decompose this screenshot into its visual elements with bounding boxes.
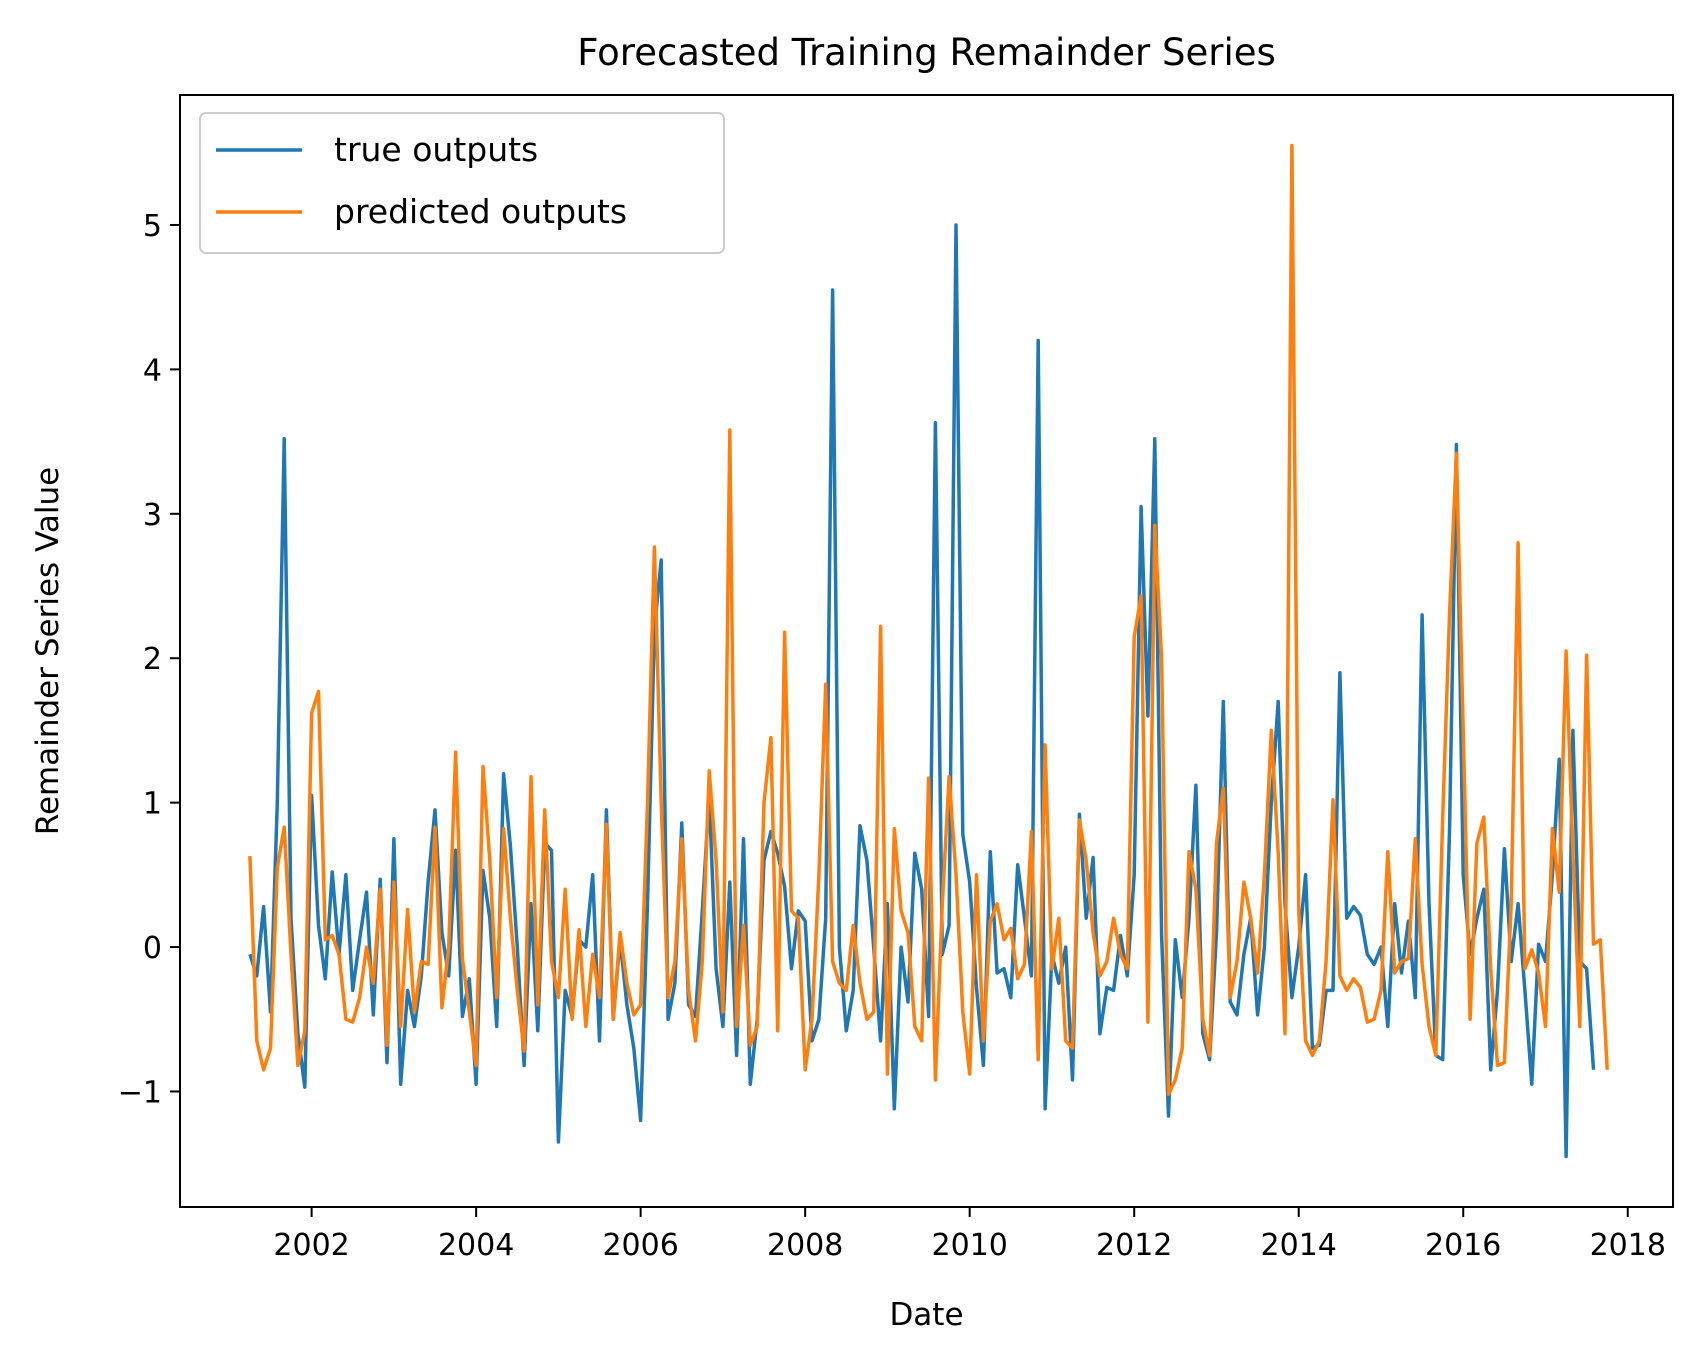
x-tick-label: 2002: [273, 1228, 349, 1263]
y-tick-label: 4: [143, 353, 162, 388]
series-line-predicted-outputs: [248, 143, 1609, 1097]
legend-box: [199, 112, 725, 254]
y-tick-label: 3: [143, 498, 162, 533]
legend-label-true-outputs: true outputs: [334, 130, 538, 169]
chart-title: Forecasted Training Remainder Series: [577, 31, 1276, 74]
y-tick-label: 5: [143, 209, 162, 244]
x-tick-label: 2006: [602, 1228, 678, 1263]
y-tick-label: 0: [143, 931, 162, 966]
x-tick-label: 2014: [1261, 1228, 1337, 1263]
legend-label-predicted-outputs: predicted outputs: [334, 192, 627, 231]
y-tick-label: 2: [143, 642, 162, 677]
series-layer: [248, 143, 1609, 1159]
legend: true outputs predicted outputs: [199, 112, 725, 254]
y-axis-ticks: −1 0 1 2 3 4 5: [118, 209, 180, 1110]
x-tick-label: 2012: [1096, 1228, 1172, 1263]
plot-area-frame: [179, 94, 1674, 1208]
x-tick-label: 2008: [767, 1228, 843, 1263]
x-axis-ticks: 2002 2004 2006 2008 2010 2012 2014 2016 2018: [273, 1207, 1666, 1263]
x-tick-label: 2018: [1590, 1228, 1666, 1263]
x-tick-label: 2004: [438, 1228, 514, 1263]
y-axis-label: Remainder Series Value: [30, 467, 66, 835]
y-tick-label: −1: [118, 1075, 162, 1110]
x-axis-label: Date: [889, 1297, 963, 1333]
x-tick-label: 2010: [932, 1228, 1008, 1263]
y-tick-label: 1: [143, 787, 162, 822]
x-tick-label: 2016: [1425, 1228, 1501, 1263]
